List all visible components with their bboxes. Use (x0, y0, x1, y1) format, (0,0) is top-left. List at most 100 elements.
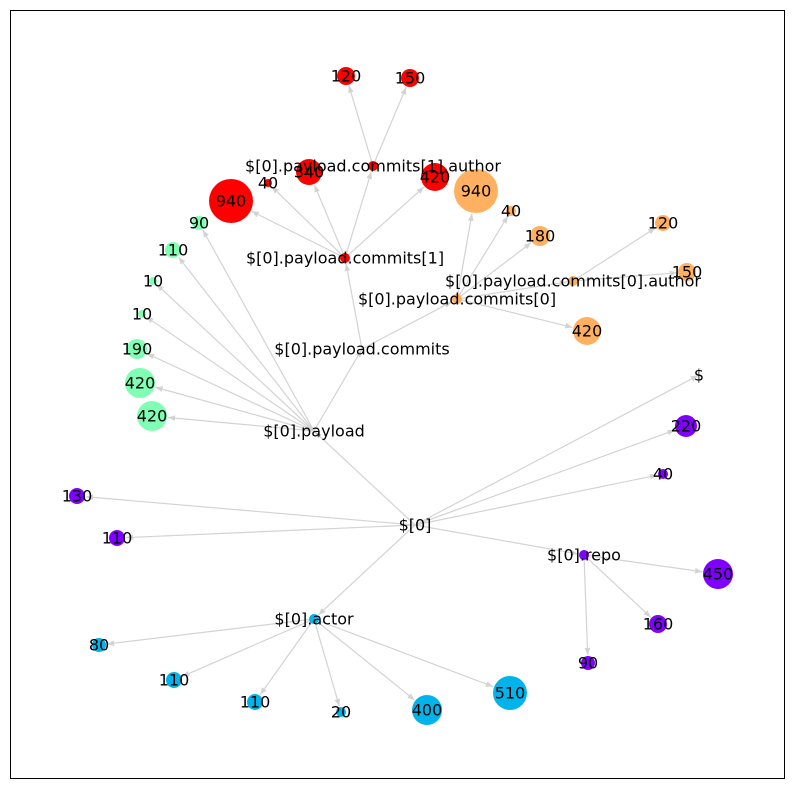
edge-commits1-c1_940 (251, 210, 346, 259)
node-a_110b (247, 694, 263, 710)
node-a_400 (412, 695, 442, 725)
node-c1a_120 (337, 67, 355, 85)
edge-actor-a_510 (313, 618, 494, 688)
node-label-commits0_author: $[0].payload.commits[0].author (445, 272, 701, 291)
edge-commits0-c0_420 (456, 298, 573, 329)
edge-commits1-commits1_author (344, 171, 372, 259)
node-c0_940 (454, 169, 498, 213)
edge-repo-repo_90 (583, 554, 591, 656)
edge-payload-p_10b (145, 316, 315, 432)
edges (85, 85, 703, 707)
node-label-commits1: $[0].payload.commits[1] (246, 249, 444, 268)
node-label-c0_40: 40 (501, 202, 521, 221)
edge-commits0-c0_40 (456, 215, 509, 300)
edge-commits0_author-c0a_120 (572, 227, 656, 282)
edge-n0-r_110 (125, 524, 416, 541)
edge-commits0_author-c0a_150 (572, 270, 678, 282)
node-label-p_110: 110 (158, 241, 189, 260)
node-c0_40 (506, 206, 516, 216)
node-commits0 (452, 294, 462, 304)
node-label-c0_940: 940 (461, 182, 492, 201)
edge-n0-r_220 (414, 429, 675, 526)
node-label-repo_450: 450 (703, 565, 734, 584)
node-c0a_120 (655, 215, 671, 231)
edge-commits1-c1_40 (271, 186, 346, 259)
node-label-root: $ (694, 366, 704, 385)
node-a_510 (493, 676, 527, 710)
node-label-r_130: 130 (62, 487, 93, 506)
node-label-c0_180: 180 (525, 227, 556, 246)
node-label-c1a_120: 120 (331, 67, 362, 86)
edge-payload-p_10a (156, 283, 315, 432)
node-label-r_220: 220 (671, 417, 702, 436)
node-label-n0: $[0] (399, 516, 432, 535)
edge-actor-a_110a (182, 618, 315, 677)
node-p_190 (127, 339, 147, 359)
node-label-p_420b: 420 (137, 407, 168, 426)
node-p_90 (192, 216, 206, 230)
edge-payload-p_420a (155, 386, 315, 432)
node-repo_90 (581, 656, 595, 670)
node-label-a_110b: 110 (240, 693, 271, 712)
node-labels: $ $[0] $[0].payload $[0].payload.commits $[0… (62, 67, 734, 722)
node-label-r_40: 40 (653, 465, 673, 484)
edge-payload-commits (313, 349, 363, 432)
edge-payload-p_90 (202, 229, 315, 432)
node-label-a_80: 80 (89, 636, 109, 655)
node-label-p_90: 90 (189, 214, 209, 233)
node-label-actor: $[0].actor (274, 610, 354, 629)
edge-n0-payload (314, 431, 416, 526)
node-c1_340 (296, 159, 322, 185)
node-c1_940 (209, 179, 253, 223)
node-repo (579, 550, 589, 560)
node-p_420a (125, 368, 155, 398)
nodes (69, 67, 733, 725)
node-label-c1_40: 40 (258, 174, 278, 193)
edge-commits0-commits0_author (456, 280, 568, 300)
node-label-commits1_author: $[0].payload.commits[1].author (245, 157, 501, 176)
node-label-c0a_150: 150 (672, 263, 703, 282)
edge-n0-root (414, 374, 699, 526)
edge-actor-a_110b (259, 618, 315, 696)
node-a_80 (92, 638, 106, 652)
node-label-commits0: $[0].payload.commits[0] (358, 290, 556, 309)
node-label-c1a_150: 150 (395, 69, 426, 88)
node-label-c1_940: 940 (216, 192, 247, 211)
node-c0a_150 (678, 263, 696, 281)
node-actor (309, 614, 319, 624)
edge-commits1-c1_420 (344, 186, 425, 259)
node-commits0_author (568, 276, 578, 286)
node-label-c0_420: 420 (572, 322, 603, 341)
node-label-repo_90: 90 (578, 654, 598, 673)
node-label-p_10b: 10 (132, 305, 152, 324)
node-label-repo: $[0].repo (547, 546, 621, 565)
node-r_110 (109, 530, 125, 546)
edge-commits1_author-c1a_120 (348, 85, 374, 167)
node-label-commits: $[0].payload.commits (274, 340, 449, 359)
node-c1_40 (264, 179, 272, 187)
node-label-p_10a: 10 (143, 272, 163, 291)
node-c0_180 (530, 226, 550, 246)
edge-actor-a_80 (106, 618, 315, 647)
node-r_40 (658, 469, 668, 479)
node-c0_420 (573, 317, 601, 345)
edge-commits0-c0_180 (456, 242, 532, 300)
edge-commits1_author-c1a_150 (372, 86, 407, 167)
node-label-a_110a: 110 (159, 671, 190, 690)
node-r_130 (69, 488, 85, 504)
node-label-a_510: 510 (495, 684, 526, 703)
node-label-p_420a: 420 (125, 374, 156, 393)
node-r_220 (675, 415, 697, 437)
node-label-c1_340: 340 (294, 163, 325, 182)
edge-payload-p_110 (178, 256, 315, 432)
node-p_420b (137, 401, 167, 431)
edge-actor-a_400 (313, 618, 415, 701)
edge-commits1-c1_340 (313, 184, 346, 259)
edge-repo-repo_160 (583, 554, 652, 618)
edge-repo-repo_450 (583, 554, 703, 574)
node-a_20 (336, 707, 346, 717)
edge-n0-actor (317, 524, 416, 616)
edge-n0-repo (414, 524, 579, 556)
node-p_10b (138, 310, 146, 318)
